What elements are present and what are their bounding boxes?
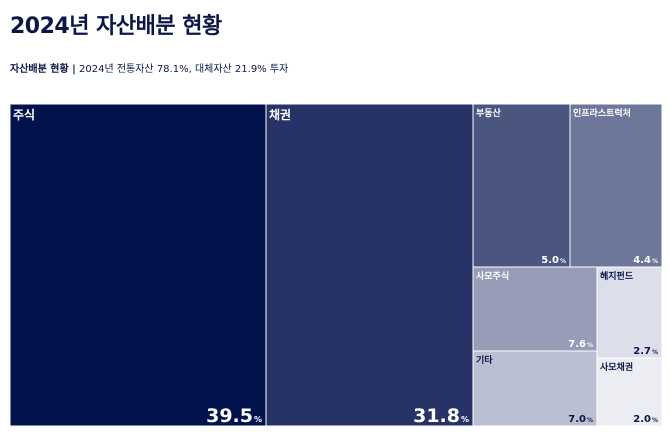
category-label: 채권	[269, 107, 291, 122]
page-title: 2024년 자산배분 현황	[10, 14, 222, 39]
value-label: 39.5%	[206, 405, 262, 427]
treemap-rect	[265, 103, 474, 427]
treemap-cell: 부동산 5.0%	[472, 103, 571, 268]
category-label: 부동산	[476, 107, 502, 119]
treemap-cell: 주식 39.5%	[9, 103, 267, 427]
value-label: 7.6%	[568, 339, 593, 350]
subtitle-text: 2024년 전통자산 78.1%, 대체자산 21.9% 투자	[75, 64, 289, 75]
treemap-rect	[596, 266, 663, 359]
value-label: 31.8%	[413, 405, 469, 427]
treemap-cell: 사모채권 2.0%	[596, 357, 663, 427]
value-label: 4.4%	[633, 255, 658, 266]
category-label: 기타	[476, 354, 493, 366]
treemap-cell: 인프라스트럭처 4.4%	[569, 103, 663, 268]
category-label: 헤지펀드	[600, 270, 634, 282]
category-label: 사모채권	[600, 361, 633, 373]
subtitle-label: 자산배분 현황 |	[10, 64, 76, 75]
treemap-rect	[569, 103, 663, 268]
treemap-rect	[596, 357, 663, 427]
value-label: 5.0%	[541, 255, 566, 266]
treemap-cell: 사모주식 7.6%	[472, 266, 598, 352]
treemap-cell: 헤지펀드 2.7%	[596, 266, 663, 359]
treemap-rect	[472, 103, 571, 268]
treemap-cell: 채권 31.8%	[265, 103, 474, 427]
treemap-rect	[472, 350, 598, 427]
treemap-rect	[9, 103, 267, 427]
category-label: 인프라스트럭처	[573, 107, 631, 119]
page-subtitle: 자산배분 현황 | 2024년 전통자산 78.1%, 대체자산 21.9% 투…	[10, 60, 288, 75]
value-label: 2.7%	[633, 346, 658, 357]
treemap-cell: 기타 7.0%	[472, 350, 598, 427]
value-label: 2.0%	[633, 414, 658, 425]
category-label: 사모주식	[476, 270, 509, 282]
value-label: 7.0%	[568, 414, 593, 425]
category-label: 주식	[13, 107, 35, 122]
